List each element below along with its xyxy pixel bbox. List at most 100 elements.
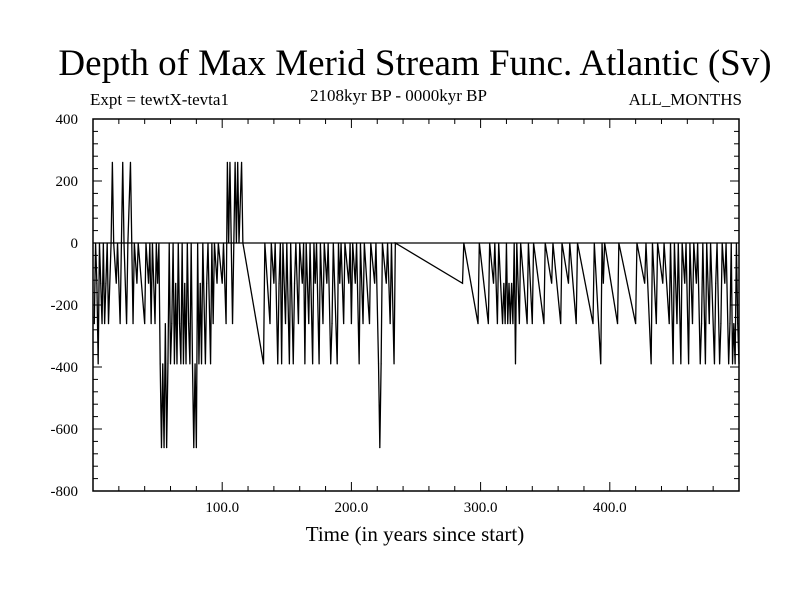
data-point — [119, 323, 121, 325]
data-point — [377, 363, 380, 365]
data-point — [527, 242, 530, 244]
data-point — [93, 323, 95, 325]
data-point — [284, 323, 287, 325]
data-point — [318, 363, 320, 365]
data-point — [181, 242, 183, 244]
data-point — [207, 242, 209, 244]
data-point — [645, 242, 647, 244]
data-point — [668, 323, 670, 325]
data-point — [730, 242, 732, 244]
data-point — [362, 323, 364, 325]
data-point — [314, 282, 316, 284]
data-point — [720, 323, 722, 325]
y-tick-label: 400 — [56, 112, 79, 128]
data-point — [735, 242, 738, 244]
data-point — [98, 242, 101, 244]
data-point — [513, 242, 515, 244]
data-point — [381, 242, 384, 244]
data-point — [509, 323, 511, 325]
data-point — [651, 242, 654, 244]
data-point — [115, 282, 117, 284]
data-point — [193, 447, 195, 449]
data-point — [212, 323, 214, 325]
data-point — [518, 323, 520, 325]
data-point — [149, 242, 151, 244]
data-point — [532, 242, 535, 244]
data-point — [101, 323, 103, 325]
data-point — [489, 242, 491, 244]
data-point — [569, 242, 571, 244]
data-point — [374, 282, 376, 284]
data-point — [505, 242, 508, 244]
data-point — [303, 242, 305, 244]
data-point — [127, 242, 129, 244]
data-point — [501, 323, 504, 325]
data-point — [733, 323, 735, 325]
data-point — [312, 363, 314, 365]
data-point — [144, 323, 146, 325]
data-point — [176, 363, 178, 365]
data-point — [327, 242, 329, 244]
data-point — [663, 242, 665, 244]
data-point — [308, 323, 310, 325]
data-point — [240, 161, 243, 163]
data-point — [323, 242, 325, 244]
data-point — [685, 242, 687, 244]
data-point — [206, 282, 208, 284]
data-point — [277, 363, 279, 365]
data-point — [368, 323, 371, 325]
data-point — [380, 363, 382, 365]
data-point — [326, 282, 328, 284]
data-point — [737, 323, 739, 325]
data-point — [487, 323, 489, 325]
data-point — [278, 282, 280, 284]
period-label: 2108kyr BP - 0000kyr BP — [310, 86, 487, 105]
data-point — [544, 242, 546, 244]
data-point — [151, 242, 154, 244]
data-point — [166, 447, 168, 449]
data-point — [229, 161, 231, 163]
data-point — [106, 242, 108, 244]
data-point — [123, 242, 125, 244]
data-point — [180, 363, 182, 365]
data-point — [299, 242, 301, 244]
data-point — [122, 161, 124, 163]
data-point — [297, 323, 300, 325]
data-point — [508, 282, 510, 284]
data-point — [512, 323, 514, 325]
data-point — [560, 323, 562, 325]
data-point — [719, 363, 721, 365]
data-point — [322, 323, 324, 325]
data-point — [100, 282, 102, 284]
data-point — [292, 363, 294, 365]
data-point — [344, 242, 346, 244]
data-point — [145, 242, 147, 244]
data-point — [185, 363, 187, 365]
data-point — [189, 363, 191, 365]
data-point — [164, 323, 166, 325]
months-label: ALL_MONTHS — [628, 90, 742, 109]
data-point — [199, 282, 201, 284]
data-point — [691, 323, 694, 325]
data-point — [721, 242, 723, 244]
data-point — [734, 363, 736, 365]
data-point — [226, 161, 228, 163]
data-point — [222, 242, 225, 244]
data-point — [116, 242, 119, 244]
data-point — [270, 242, 272, 244]
data-point — [172, 242, 174, 244]
data-point — [375, 242, 377, 244]
data-point — [191, 363, 194, 365]
data-point — [348, 282, 350, 284]
data-point — [304, 363, 306, 365]
data-point — [194, 363, 196, 365]
data-point — [389, 323, 391, 325]
data-point — [669, 242, 672, 244]
data-point — [150, 323, 152, 325]
data-point — [677, 242, 679, 244]
data-point — [162, 363, 164, 365]
experiment-label: Expt = tewtX-tevta1 — [90, 90, 229, 109]
data-point — [708, 323, 710, 325]
y-tick-label: -600 — [51, 422, 79, 438]
